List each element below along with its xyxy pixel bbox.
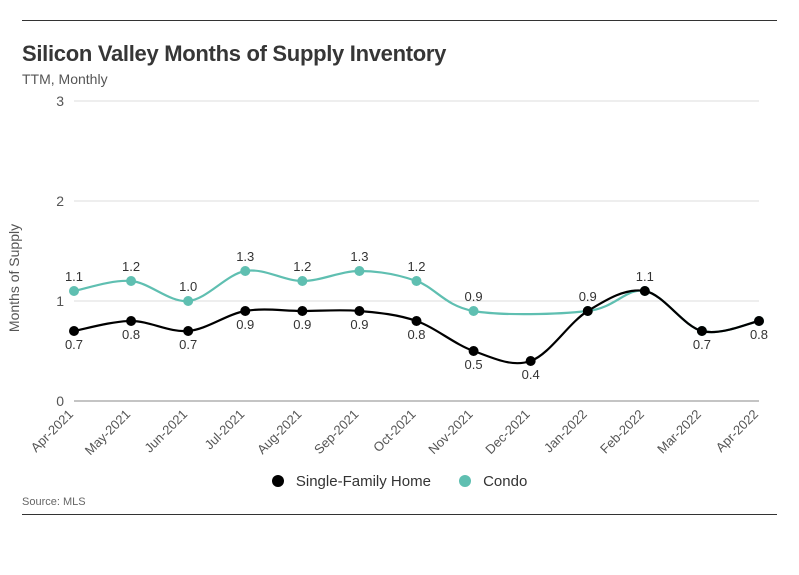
svg-text:0.7: 0.7 <box>693 337 711 352</box>
svg-text:Nov-2021: Nov-2021 <box>425 407 475 457</box>
svg-text:0.9: 0.9 <box>236 317 254 332</box>
svg-text:1.1: 1.1 <box>65 269 83 284</box>
svg-text:1: 1 <box>56 293 64 309</box>
svg-text:Oct-2021: Oct-2021 <box>370 407 418 455</box>
svg-text:May-2021: May-2021 <box>82 407 133 458</box>
svg-text:1.0: 1.0 <box>179 279 197 294</box>
svg-text:0.9: 0.9 <box>579 289 597 304</box>
svg-text:2: 2 <box>56 193 64 209</box>
svg-text:Sep-2021: Sep-2021 <box>311 407 361 457</box>
svg-text:Apr-2021: Apr-2021 <box>28 407 76 455</box>
source-label: Source: MLS <box>22 496 777 508</box>
svg-text:Apr-2022: Apr-2022 <box>713 407 761 455</box>
legend-label-condo: Condo <box>483 473 527 490</box>
legend-label-sfh: Single-Family Home <box>296 473 431 490</box>
svg-text:Jun-2021: Jun-2021 <box>141 407 190 456</box>
svg-text:0.8: 0.8 <box>122 327 140 342</box>
svg-text:Jul-2021: Jul-2021 <box>201 407 247 453</box>
svg-text:1.2: 1.2 <box>293 259 311 274</box>
line-chart: 0 1 2 3 Apr-2021May-2021Jun-2021Jul-2021Aug-… <box>22 93 777 463</box>
svg-text:Dec-2021: Dec-2021 <box>482 407 532 457</box>
svg-text:3: 3 <box>56 93 64 109</box>
chart-frame: Silicon Valley Months of Supply Inventor… <box>0 0 799 575</box>
svg-text:0.9: 0.9 <box>293 317 311 332</box>
svg-text:0.8: 0.8 <box>407 327 425 342</box>
svg-text:1.3: 1.3 <box>236 249 254 264</box>
svg-text:Jan-2022: Jan-2022 <box>541 407 590 456</box>
svg-text:0.7: 0.7 <box>65 337 83 352</box>
svg-text:1.3: 1.3 <box>350 249 368 264</box>
svg-text:0.7: 0.7 <box>179 337 197 352</box>
svg-text:Feb-2022: Feb-2022 <box>597 407 647 457</box>
y-axis-label: Months of Supply <box>6 224 22 332</box>
svg-text:0.4: 0.4 <box>522 367 540 382</box>
svg-text:1.1: 1.1 <box>636 269 654 284</box>
svg-text:0: 0 <box>56 393 64 409</box>
bottom-rule <box>22 514 777 515</box>
svg-text:0.9: 0.9 <box>350 317 368 332</box>
svg-text:0.5: 0.5 <box>465 357 483 372</box>
chart-title: Silicon Valley Months of Supply Inventor… <box>22 41 777 67</box>
svg-text:1.2: 1.2 <box>407 259 425 274</box>
svg-text:1.2: 1.2 <box>122 259 140 274</box>
svg-text:Aug-2021: Aug-2021 <box>254 407 304 457</box>
legend-swatch-condo <box>459 475 471 487</box>
svg-text:Mar-2022: Mar-2022 <box>654 407 704 457</box>
chart-subtitle: TTM, Monthly <box>22 71 777 87</box>
top-rule <box>22 20 777 21</box>
legend-item-condo: Condo <box>459 473 527 490</box>
svg-text:0.9: 0.9 <box>465 289 483 304</box>
legend: Single-Family Home Condo <box>22 473 777 490</box>
legend-swatch-sfh <box>272 475 284 487</box>
chart-area: Months of Supply 0123Apr-2021May-2021Jun… <box>22 93 777 463</box>
legend-item-sfh: Single-Family Home <box>272 473 431 490</box>
svg-text:0.8: 0.8 <box>750 327 768 342</box>
